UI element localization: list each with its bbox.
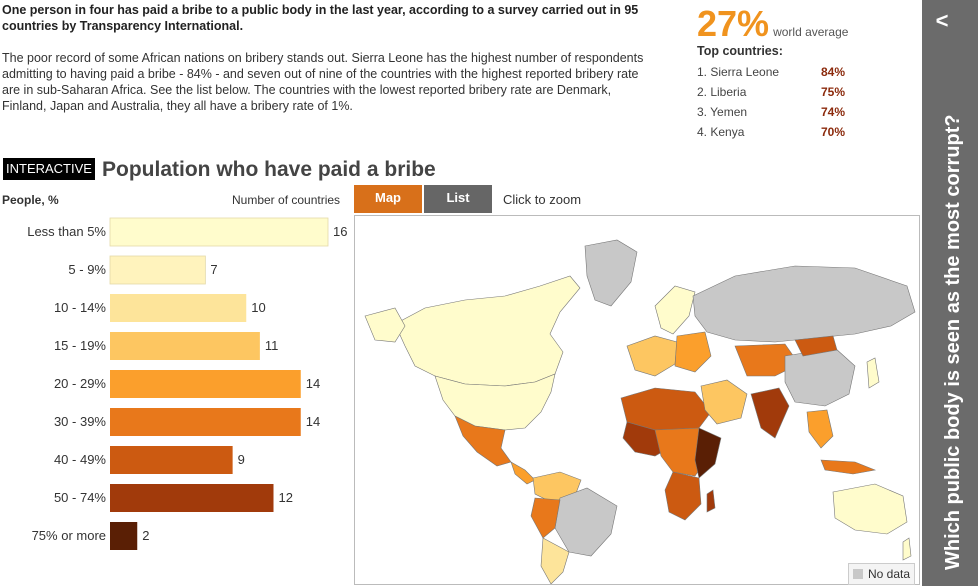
top-countries-title: Top countries: (697, 44, 783, 58)
bar[interactable] (110, 408, 301, 436)
side-panel-label[interactable]: Which public body is seen as the most co… (942, 114, 964, 570)
world-average-box: 27% world average Top countries: 1. Sier… (697, 6, 897, 142)
bar-chart: Less than 5% 16 5 - 9% 7 10 - 14% 10 15 - 19% 1… (27, 217, 347, 550)
zoom-hint: Click to zoom (503, 192, 582, 207)
map-region-eastern-europe[interactable] (674, 331, 712, 373)
top-country-name: 1. Sierra Leone (697, 65, 780, 79)
no-data-swatch (853, 569, 863, 579)
category-label: Less than 5% (27, 224, 106, 239)
top-country-row: 2. Liberia 75% (697, 82, 897, 102)
map-region-mongolia[interactable] (794, 335, 838, 357)
bar[interactable] (110, 522, 138, 550)
bar-value-label: 9 (238, 452, 245, 467)
map-region-western-europe[interactable] (626, 335, 678, 377)
map-region-canada[interactable] (394, 275, 581, 387)
top-countries-list: 1. Sierra Leone 84% 2. Liberia 75% 3. Ye… (697, 62, 897, 142)
interactive-badge: INTERACTIVE (3, 158, 95, 180)
map-region-middle-east[interactable] (700, 379, 748, 425)
top-country-row: 4. Kenya 70% (697, 122, 897, 142)
map-region-indonesia[interactable] (820, 459, 877, 475)
category-label: 75% or more (32, 528, 106, 543)
bar-value-label: 7 (210, 262, 217, 277)
top-country-value: 84% (821, 65, 846, 79)
map-region-madagascar[interactable] (706, 489, 716, 513)
map-region-peru-bolivia[interactable] (530, 497, 561, 539)
top-country-value: 74% (821, 105, 846, 119)
chevron-left-icon[interactable]: < (935, 8, 949, 33)
map-region-southern-africa[interactable] (664, 471, 702, 521)
tab-map[interactable]: Map (354, 185, 422, 213)
top-country-row: 1. Sierra Leone 84% (697, 62, 897, 82)
bar[interactable] (109, 255, 206, 285)
map-region-east-africa[interactable] (694, 427, 722, 479)
map-region-japan[interactable] (866, 357, 880, 389)
x-axis-label: Number of countries (232, 193, 341, 207)
world-map-svg[interactable] (355, 216, 920, 585)
map-region-central-america[interactable] (510, 461, 536, 485)
bar[interactable] (110, 446, 233, 474)
top-country-name: 4. Kenya (697, 125, 745, 139)
top-country-value: 70% (821, 125, 846, 139)
bar[interactable] (110, 294, 247, 322)
bar[interactable] (109, 217, 329, 247)
category-label: 20 - 29% (54, 376, 106, 391)
y-axis-label: People, % (2, 193, 59, 207)
bar-value-label: 2 (142, 528, 149, 543)
intro-text: One person in four has paid a bribe to a… (2, 2, 652, 114)
world-average-label: world average (773, 25, 849, 39)
bar-value-label: 10 (251, 300, 265, 315)
map-region-russia[interactable] (692, 265, 916, 343)
bar[interactable] (110, 484, 274, 512)
legend-no-data: No data (848, 563, 916, 585)
category-label: 40 - 49% (54, 452, 106, 467)
bar-value-label: 11 (265, 338, 279, 353)
map-region-greenland[interactable] (584, 239, 638, 307)
map-region-southeast-asia[interactable] (806, 409, 834, 449)
map-region-north-africa[interactable] (620, 387, 712, 431)
intro-headline: One person in four has paid a bribe to a… (2, 3, 639, 33)
bar-value-label: 14 (306, 376, 320, 391)
bar[interactable] (110, 370, 301, 398)
map-region-new-zealand[interactable] (902, 537, 912, 561)
category-label: 5 - 9% (68, 262, 106, 277)
map-region-scandinavia[interactable] (654, 285, 696, 335)
category-label: 50 - 74% (54, 490, 106, 505)
top-country-name: 3. Yemen (697, 105, 748, 119)
bar-value-label: 12 (279, 490, 293, 505)
category-label: 30 - 39% (54, 414, 106, 429)
map-region-china[interactable] (784, 347, 856, 407)
top-country-name: 2. Liberia (697, 85, 747, 99)
side-panel-toggle[interactable]: < Which public body is seen as the most … (922, 0, 978, 586)
tab-list[interactable]: List (424, 185, 492, 213)
bar[interactable] (110, 332, 260, 360)
map-region-alaska[interactable] (364, 307, 406, 343)
chart-title: Population who have paid a bribe (102, 158, 436, 181)
category-label: 10 - 14% (54, 300, 106, 315)
map-region-australia[interactable] (832, 483, 908, 535)
top-country-value: 75% (821, 85, 846, 99)
bar-value-label: 16 (333, 224, 347, 239)
world-map[interactable] (354, 215, 920, 585)
map-region-argentina-chile[interactable] (540, 537, 570, 584)
bar-value-label: 14 (306, 414, 320, 429)
intro-body: The poor record of some African nations … (2, 51, 644, 113)
category-label: 15 - 19% (54, 338, 106, 353)
map-region-india[interactable] (750, 387, 790, 439)
world-average-value: 27% (697, 3, 770, 44)
top-country-row: 3. Yemen 74% (697, 102, 897, 122)
map-region-brazil[interactable] (554, 487, 618, 557)
no-data-label: No data (868, 567, 911, 581)
